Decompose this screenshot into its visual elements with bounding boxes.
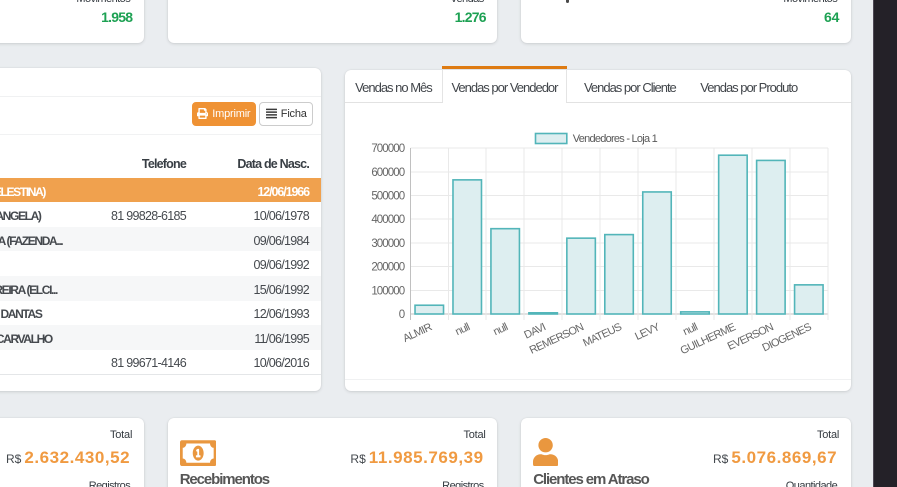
svg-text:null: null [681,322,699,339]
svg-text:null: null [454,322,472,339]
svg-text:MATEUS: MATEUS [581,322,623,350]
svg-text:400000: 400000 [372,215,405,227]
svg-text:700000: 700000 [372,144,405,156]
svg-text:LEVY: LEVY [633,321,662,343]
svg-text:500000: 500000 [372,191,405,203]
svg-text:300000: 300000 [372,238,405,250]
svg-text:600000: 600000 [372,167,405,179]
svg-text:ALMIR: ALMIR [401,322,434,346]
svg-text:100000: 100000 [372,286,405,298]
svg-text:null: null [492,322,510,339]
svg-text:0: 0 [399,309,405,321]
svg-text:200000: 200000 [372,262,405,274]
svg-text:Vendedores - Loja 1: Vendedores - Loja 1 [573,133,658,145]
